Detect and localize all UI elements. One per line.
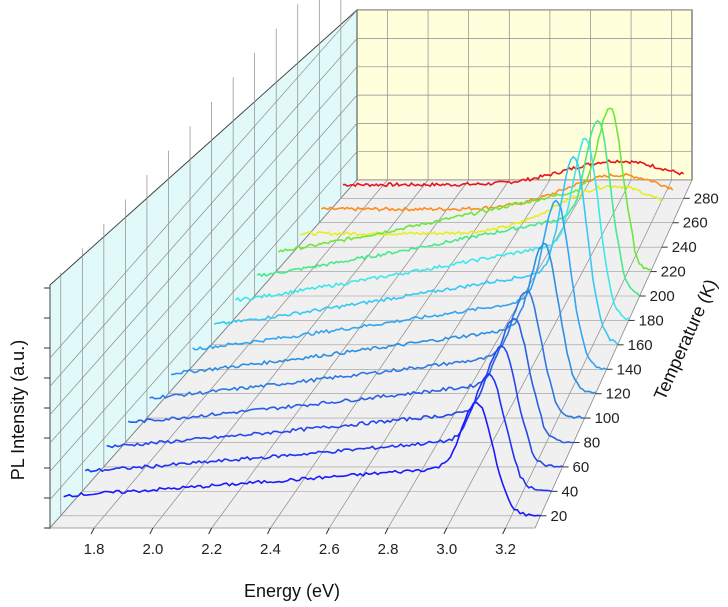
floor-grid-energy bbox=[328, 179, 551, 529]
spectrum-curve-240K bbox=[299, 184, 663, 237]
side-grid-intensity bbox=[49, 9, 358, 359]
side-grid-intensity bbox=[49, 66, 358, 415]
x-tick-mark bbox=[325, 527, 330, 535]
x-tick-mark bbox=[208, 527, 213, 535]
y-tick-label: 80 bbox=[584, 435, 601, 452]
x-axis-label: Energy (eV) bbox=[244, 581, 340, 601]
axis-ticks: 1.8 2.0 2.2 2.4 2.6 2.8 3.0 3.2 20 40 60 80 100 120 14… bbox=[44, 190, 719, 558]
x-tick-label: 2.0 bbox=[142, 541, 163, 558]
spectrum-curve-280K bbox=[342, 159, 685, 188]
x-tick-label: 3.0 bbox=[436, 541, 457, 558]
x-tick-mark bbox=[90, 527, 95, 535]
side-grid-intensity bbox=[49, 123, 358, 472]
y-tick-label: 240 bbox=[672, 239, 697, 256]
spectrum-curve-200K bbox=[256, 119, 641, 297]
x-tick-mark bbox=[502, 527, 507, 535]
side-grid-intensity bbox=[49, 38, 358, 387]
floor-grid-energy bbox=[446, 179, 632, 529]
x-tick-label: 2.6 bbox=[319, 541, 340, 558]
spectrum-curve-140K bbox=[192, 199, 607, 371]
x-tick-label: 1.8 bbox=[84, 541, 105, 558]
spectrum-curve-20K bbox=[63, 401, 541, 517]
x-tick-label: 2.8 bbox=[378, 541, 399, 558]
floor-grid-energy bbox=[387, 179, 591, 529]
y-tick-label: 160 bbox=[628, 337, 653, 354]
floor-grid-energy bbox=[152, 179, 429, 529]
y-tick-label: 140 bbox=[617, 361, 642, 378]
x-tick-label: 2.2 bbox=[201, 541, 222, 558]
x-tick-mark bbox=[384, 527, 389, 535]
spectrum-curve-160K bbox=[213, 155, 619, 346]
y-tick-label: 180 bbox=[639, 312, 664, 329]
floor-grid-energy bbox=[505, 179, 673, 529]
y-tick-label: 20 bbox=[551, 508, 568, 525]
x-tick-mark bbox=[443, 527, 448, 535]
spectrum-curve-80K bbox=[127, 317, 574, 444]
y-tick-label: 120 bbox=[606, 386, 631, 403]
side-grid-intensity bbox=[49, 94, 358, 444]
y-tick-label: 60 bbox=[573, 459, 590, 476]
x-tick-label: 3.2 bbox=[495, 541, 516, 558]
y-tick-label: 200 bbox=[650, 288, 675, 305]
z-axis-label: PL Intensity (a.u.) bbox=[8, 340, 28, 480]
x-tick-label: 2.4 bbox=[260, 541, 281, 558]
spectrum-curve-180K bbox=[235, 137, 630, 321]
spectrum-curve-220K bbox=[277, 107, 651, 271]
x-tick-mark bbox=[267, 527, 271, 535]
side-grid-intensity bbox=[49, 151, 358, 500]
floor-grid-energy bbox=[93, 179, 388, 529]
spectrum-curve-120K bbox=[171, 242, 596, 395]
y-tick-label: 100 bbox=[595, 410, 620, 427]
y-tick-label: 40 bbox=[562, 483, 579, 500]
spectra-curves bbox=[63, 107, 685, 517]
y-tick-label: 260 bbox=[683, 215, 708, 232]
x-tick-mark bbox=[149, 527, 154, 535]
y-tick-label: 220 bbox=[661, 264, 686, 281]
y-tick-label: 280 bbox=[694, 190, 719, 207]
